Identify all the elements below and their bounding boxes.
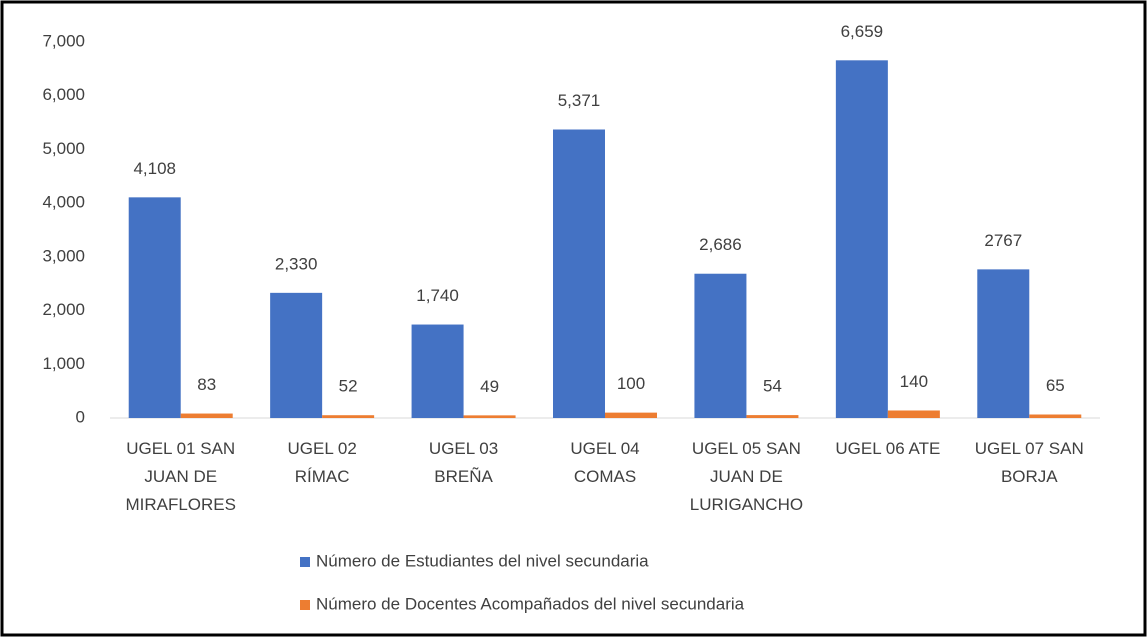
bar xyxy=(322,415,375,418)
bar xyxy=(694,273,747,418)
y-tick-label: 5,000 xyxy=(42,139,85,158)
bar xyxy=(270,292,323,418)
y-tick-label: 7,000 xyxy=(42,31,85,50)
bar xyxy=(463,415,516,418)
y-tick-label: 4,000 xyxy=(42,193,85,212)
y-tick-label: 0 xyxy=(76,407,85,426)
bar xyxy=(977,269,1030,418)
bar xyxy=(605,412,657,418)
bar xyxy=(411,324,464,418)
data-label: 54 xyxy=(763,377,782,396)
data-label: 4,108 xyxy=(133,159,176,178)
bar xyxy=(180,413,233,418)
x-tick-label: UGEL 01 SAN JUAN DE MIRAFLORES xyxy=(125,439,236,514)
data-label: 100 xyxy=(617,374,645,393)
y-tick-label: 3,000 xyxy=(42,246,85,265)
y-tick-label: 2,000 xyxy=(42,300,85,319)
x-tick-label: UGEL 02 RÍMAC xyxy=(287,439,356,486)
data-label: 49 xyxy=(480,377,499,396)
data-label: 140 xyxy=(900,372,928,391)
bar xyxy=(746,415,799,418)
x-tick-label: UGEL 07 SAN BORJA xyxy=(975,439,1084,486)
data-label: 2,686 xyxy=(699,235,742,254)
bar xyxy=(1029,414,1082,418)
data-label: 52 xyxy=(339,377,358,396)
data-label: 1,740 xyxy=(416,286,459,305)
data-label: 65 xyxy=(1046,376,1065,395)
data-label: 5,371 xyxy=(558,91,601,110)
x-tick-label: UGEL 06 ATE xyxy=(835,439,940,458)
x-tick-label: UGEL 03 BREÑA xyxy=(429,439,498,486)
y-tick-label: 1,000 xyxy=(42,354,85,373)
legend-swatch xyxy=(300,600,310,610)
legend-label: Número de Docentes Acompañados del nivel… xyxy=(316,594,745,613)
bar xyxy=(553,129,605,419)
bar xyxy=(128,197,181,418)
bar xyxy=(835,60,888,419)
legend-swatch xyxy=(300,557,310,567)
x-tick-label: UGEL 04 COMAS xyxy=(570,439,639,486)
y-tick-label: 6,000 xyxy=(42,85,85,104)
legend-label: Número de Estudiantes del nivel secundar… xyxy=(316,551,649,570)
data-label: 83 xyxy=(197,375,216,394)
bar xyxy=(887,410,940,418)
data-label: 2,330 xyxy=(275,254,318,273)
data-label: 2767 xyxy=(984,231,1022,250)
x-tick-label: UGEL 05 SAN JUAN DE LURIGANCHO xyxy=(690,439,803,514)
data-label: 6,659 xyxy=(841,22,884,41)
